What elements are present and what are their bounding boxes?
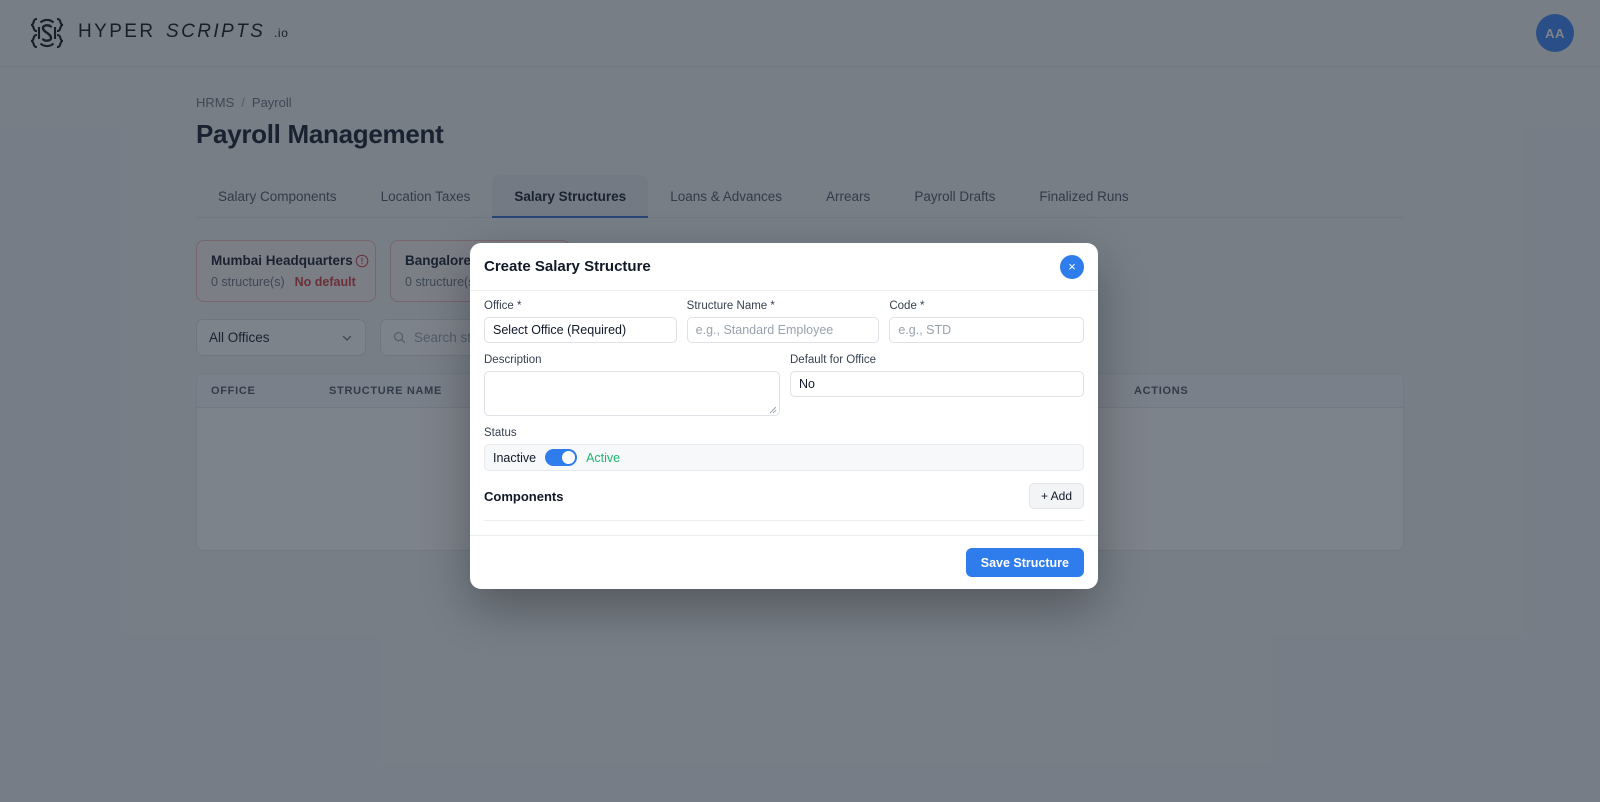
toggle-knob bbox=[562, 451, 576, 464]
modal-header: Create Salary Structure × bbox=[470, 243, 1098, 290]
structure-name-input[interactable]: e.g., Standard Employee bbox=[686, 317, 880, 343]
description-textarea[interactable] bbox=[484, 371, 780, 416]
office-label: Office * bbox=[484, 300, 522, 312]
modal-footer: Save Structure bbox=[470, 535, 1098, 589]
modal-body: Office * Select Office (Required) Struct… bbox=[470, 290, 1098, 535]
field-default-for-office: Default for Office No bbox=[790, 354, 1084, 416]
create-salary-structure-modal: Create Salary Structure × Office * Selec… bbox=[470, 243, 1098, 589]
components-title: Components bbox=[484, 488, 564, 504]
components-section-header: Components + Add bbox=[484, 483, 1084, 521]
field-code: Code * e.g., STD bbox=[889, 300, 1084, 343]
modal-title: Create Salary Structure bbox=[484, 258, 651, 275]
add-component-button[interactable]: + Add bbox=[1028, 483, 1084, 509]
default-for-office-label: Default for Office bbox=[790, 354, 877, 366]
resize-handle-icon[interactable] bbox=[768, 405, 777, 414]
default-for-office-select[interactable]: No bbox=[790, 371, 1084, 397]
field-description: Description bbox=[484, 354, 780, 416]
form-row-identity: Office * Select Office (Required) Struct… bbox=[484, 300, 1084, 343]
status-toggle-bar: Inactive Active bbox=[484, 444, 1084, 471]
description-label: Description bbox=[484, 354, 542, 366]
status-label: Status bbox=[484, 427, 517, 439]
close-icon[interactable]: × bbox=[1060, 254, 1084, 279]
code-label: Code * bbox=[889, 300, 925, 312]
status-active-label: Active bbox=[586, 450, 621, 465]
form-row-description: Description Default for Office No bbox=[484, 354, 1084, 416]
office-select[interactable]: Select Office (Required) bbox=[484, 317, 677, 343]
field-status: Status Inactive Active bbox=[484, 427, 1084, 471]
status-inactive-label: Inactive bbox=[493, 450, 537, 465]
structure-name-label: Structure Name * bbox=[686, 300, 775, 312]
code-input[interactable]: e.g., STD bbox=[889, 317, 1084, 343]
field-structure-name: Structure Name * e.g., Standard Employee bbox=[686, 300, 880, 343]
save-structure-button[interactable]: Save Structure bbox=[965, 548, 1084, 577]
field-office: Office * Select Office (Required) bbox=[484, 300, 677, 343]
status-toggle[interactable] bbox=[545, 449, 578, 466]
